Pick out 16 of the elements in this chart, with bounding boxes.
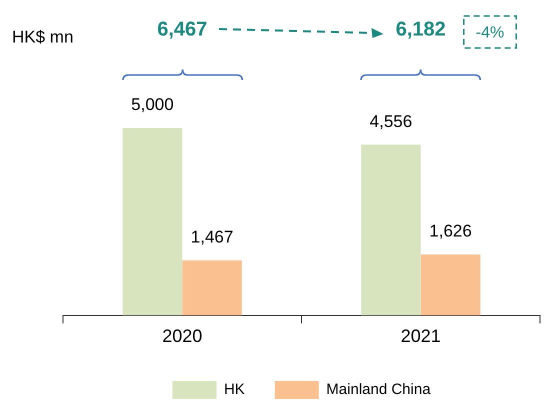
text: 6,467 <box>157 18 208 41</box>
x-tick-label: 2020 <box>162 326 202 346</box>
text: 6,182 <box>396 18 446 41</box>
legend-label: HK <box>224 381 245 398</box>
data-label: 1,626 <box>429 222 472 241</box>
data-label: 4,556 <box>370 112 412 131</box>
bar <box>361 144 421 316</box>
data-label: 5,000 <box>131 95 174 114</box>
bar <box>182 260 242 316</box>
y-axis-title: HK$ mn <box>12 28 74 47</box>
x-tick-label: 2021 <box>400 326 441 346</box>
text: -4% <box>476 24 504 42</box>
legend-label: Mainland China <box>326 381 432 398</box>
bar <box>420 254 480 316</box>
bar <box>122 128 182 316</box>
data-label: 1,467 <box>190 228 234 247</box>
